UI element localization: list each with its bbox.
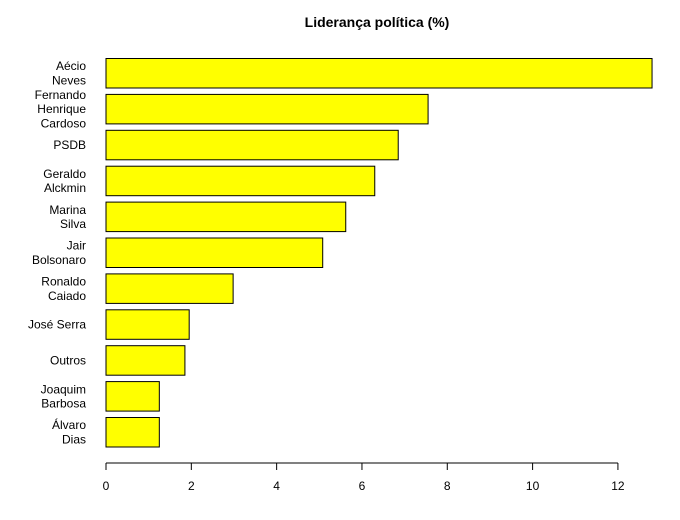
- category-label: PSDB: [53, 138, 86, 152]
- x-tick-label: 0: [103, 479, 110, 493]
- bar: [105, 273, 234, 304]
- x-tick-label: 10: [526, 479, 540, 493]
- category-label: Aécio Neves: [52, 59, 86, 87]
- category-label: José Serra: [28, 318, 86, 332]
- category-label: Outros: [50, 353, 86, 367]
- category-label-line: Barbosa: [41, 396, 86, 410]
- bar: [105, 93, 429, 125]
- category-label-line: Alckmin: [44, 181, 86, 195]
- bars-layer: [105, 58, 653, 448]
- category-label-line: Outros: [50, 353, 86, 367]
- category-label-line: José Serra: [28, 318, 86, 332]
- category-label-line: Aécio: [56, 59, 86, 73]
- bar: [105, 58, 653, 89]
- category-label-line: Joaquim: [41, 382, 86, 396]
- x-tick-label: 8: [444, 479, 451, 493]
- category-label-line: Caiado: [48, 289, 86, 303]
- category-label: Geraldo Alckmin: [43, 167, 86, 195]
- category-label-line: Henrique: [37, 102, 86, 116]
- bar: [105, 129, 399, 161]
- category-label: Ronaldo Caiado: [41, 275, 86, 303]
- category-label-line: Neves: [52, 73, 86, 87]
- category-label-line: Álvaro: [52, 417, 86, 432]
- category-label-line: Ronaldo: [41, 275, 86, 289]
- bar: [105, 345, 186, 376]
- category-label-line: Jair: [67, 239, 86, 253]
- bar: [105, 417, 160, 448]
- category-label-line: Dias: [62, 432, 86, 446]
- x-tick-label: 12: [611, 479, 625, 493]
- bar: [105, 237, 324, 268]
- category-label-line: Fernando: [35, 88, 87, 102]
- category-label: Marina Silva: [49, 203, 86, 231]
- category-label-line: Marina: [49, 203, 86, 217]
- category-label: Jair Bolsonaro: [32, 239, 86, 267]
- category-label-line: Bolsonaro: [32, 253, 86, 267]
- bar: [105, 381, 160, 412]
- x-axis: 0 2 4 6 8 10 12: [103, 462, 625, 493]
- category-label-line: PSDB: [53, 138, 86, 152]
- category-label: Álvaro Dias: [52, 417, 86, 446]
- category-label-line: Geraldo: [43, 167, 86, 181]
- x-tick-label: 6: [359, 479, 366, 493]
- category-label: Joaquim Barbosa: [41, 382, 87, 410]
- x-tick-label: 2: [188, 479, 195, 493]
- bar: [105, 309, 190, 340]
- chart-title: Liderança política (%): [305, 14, 450, 30]
- category-label-line: Silva: [60, 217, 86, 231]
- bar: [105, 165, 376, 197]
- category-label: Fernando Henrique Cardoso: [35, 88, 87, 130]
- bar: [105, 201, 347, 233]
- x-tick-label: 4: [273, 479, 280, 493]
- category-label-line: Cardoso: [41, 116, 87, 130]
